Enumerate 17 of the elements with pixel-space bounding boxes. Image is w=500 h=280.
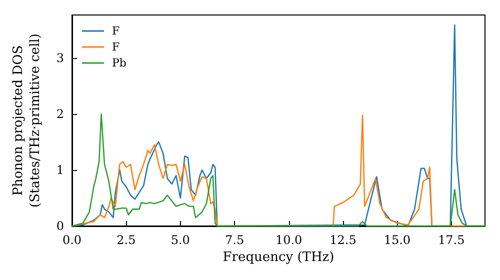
- x-tick-label: 10.0: [275, 233, 302, 247]
- x-tick-label: 7.5: [225, 233, 244, 247]
- y-tick-label: 1: [56, 163, 64, 178]
- y-axis-title: Phonon projected DOS (States/THz·primitive cell): [11, 33, 43, 208]
- x-tick-label: 12.5: [330, 233, 356, 247]
- legend-label: F: [112, 24, 120, 38]
- x-tick-label: 2.5: [116, 233, 136, 247]
- x-axis-title: Frequency (THz): [222, 250, 334, 265]
- y-tick-label: 0: [56, 219, 64, 233]
- x-tick-label: 15.0: [384, 233, 411, 247]
- y-tick-label: 2: [56, 107, 64, 122]
- x-tick-label: 5.0: [170, 233, 190, 247]
- x-tick-label: 0.0: [62, 233, 82, 247]
- legend-label: F: [112, 40, 120, 54]
- y-tick-label: 3: [56, 51, 64, 66]
- x-tick-label: 17.5: [438, 233, 465, 247]
- legend-label: Pb: [112, 56, 126, 70]
